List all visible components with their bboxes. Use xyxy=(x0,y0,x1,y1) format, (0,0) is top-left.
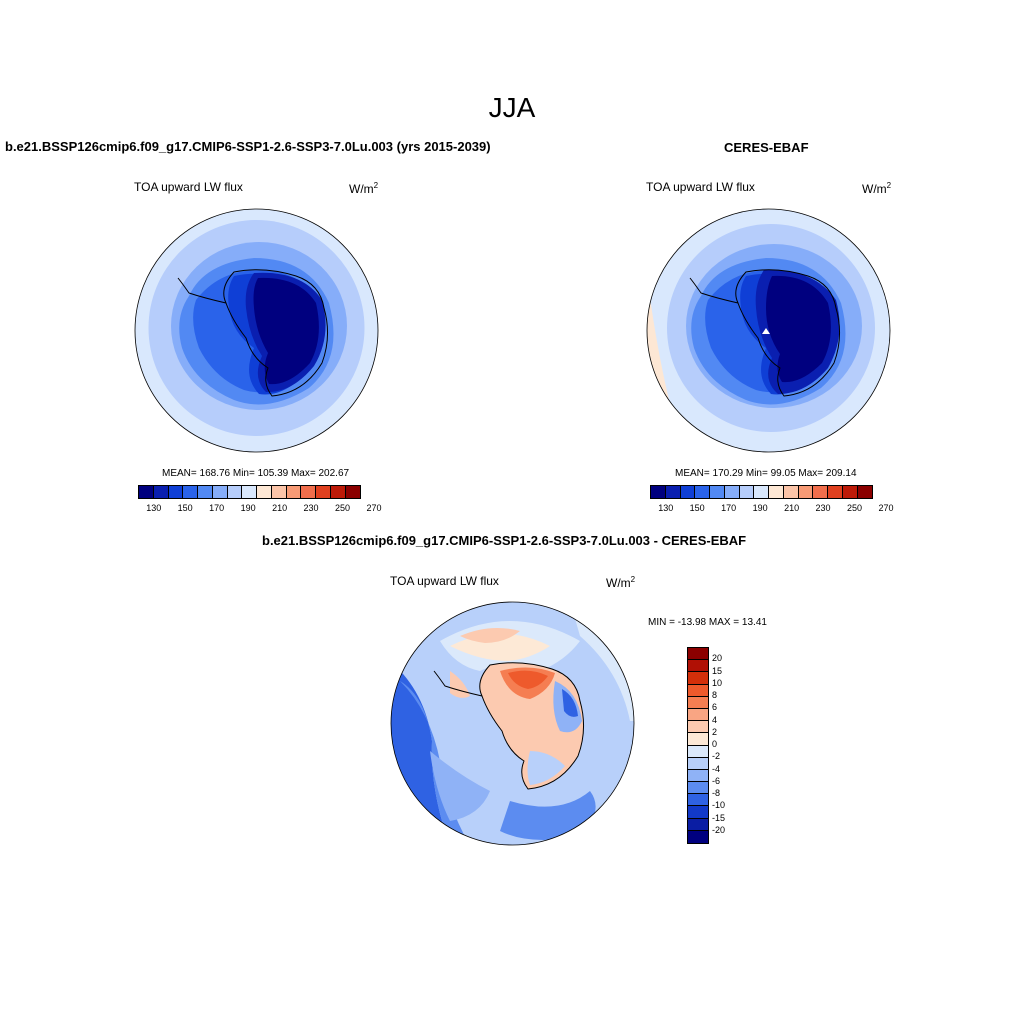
colorbar-tick-label: 230 xyxy=(815,503,831,513)
model-units-label: W/m2 xyxy=(349,181,379,196)
diff-panel-title: b.e21.BSSP126cmip6.f09_g17.CMIP6-SSP1-2.… xyxy=(262,533,747,548)
model-stats: MEAN= 168.76 Min= 105.39 Max= 202.67 xyxy=(162,468,350,479)
colorbar-swatch xyxy=(688,830,708,843)
colorbar-swatch xyxy=(710,486,725,498)
colorbar-swatch xyxy=(828,486,843,498)
obs-panel-title: CERES-EBAF xyxy=(724,140,809,155)
colorbar-swatch xyxy=(688,648,708,661)
colorbar-swatch xyxy=(798,486,814,498)
colorbar-swatch xyxy=(688,660,708,673)
colorbar-swatch xyxy=(316,486,331,498)
obs-variable-label: TOA upward LW flux xyxy=(646,180,755,194)
colorbar-swatch xyxy=(857,486,873,498)
model-colorbar xyxy=(138,485,362,499)
colorbar-tick-label: -20 xyxy=(712,824,726,835)
diff-colorbar-ticks: 20 15 10 8 6 4 2 0 -2 -4 -6 -8 -10 -15 -20 xyxy=(712,647,742,843)
colorbar-tick-label: -6 xyxy=(712,775,721,786)
colorbar-tick-label: -8 xyxy=(712,788,721,798)
colorbar-swatch xyxy=(688,721,708,734)
colorbar-swatch xyxy=(724,486,740,498)
colorbar-tick-label: 270 xyxy=(366,503,382,513)
colorbar-swatch xyxy=(271,486,287,498)
colorbar-tick-label: 8 xyxy=(712,690,718,700)
colorbar-tick-label: -4 xyxy=(712,763,721,774)
colorbar-tick-label: 2 xyxy=(712,726,718,737)
colorbar-swatch xyxy=(688,757,708,770)
colorbar-tick-label: 270 xyxy=(878,503,894,513)
colorbar-tick-label: 190 xyxy=(240,503,256,513)
colorbar-swatch xyxy=(688,818,708,831)
colorbar-swatch xyxy=(212,486,228,498)
model-panel-title: b.e21.BSSP126cmip6.f09_g17.CMIP6-SSP1-2.… xyxy=(5,139,491,154)
colorbar-swatch xyxy=(688,769,708,783)
colorbar-swatch xyxy=(665,486,681,498)
colorbar-tick-label: 150 xyxy=(177,503,193,513)
diff-units-label: W/m2 xyxy=(606,575,636,590)
colorbar-swatch xyxy=(688,672,708,685)
colorbar-swatch xyxy=(688,782,708,795)
model-variable-label: TOA upward LW flux xyxy=(134,180,243,194)
colorbar-swatch xyxy=(688,684,708,697)
model-colorbar-ticks: 130 150 170 190 210 230 250 270 xyxy=(138,503,381,515)
colorbar-swatch xyxy=(842,486,858,498)
colorbar-tick-label: 190 xyxy=(752,503,768,513)
colorbar-swatch xyxy=(257,486,272,498)
colorbar-swatch xyxy=(688,708,708,722)
model-polar-map xyxy=(134,208,379,453)
colorbar-tick-label: 210 xyxy=(272,503,288,513)
colorbar-tick-label: 6 xyxy=(712,702,718,713)
obs-colorbar xyxy=(650,485,874,499)
colorbar-swatch xyxy=(651,486,666,498)
diff-stats: MIN = -13.98 MAX = 13.41 xyxy=(648,617,767,628)
colorbar-tick-label: 250 xyxy=(335,503,351,513)
colorbar-swatch xyxy=(183,486,198,498)
colorbar-tick-label: 130 xyxy=(146,503,162,513)
colorbar-swatch xyxy=(688,745,708,758)
obs-polar-map xyxy=(646,208,891,453)
colorbar-swatch xyxy=(783,486,799,498)
obs-stats: MEAN= 170.29 Min= 99.05 Max= 209.14 xyxy=(675,468,857,479)
colorbar-tick-label: 15 xyxy=(712,665,723,676)
colorbar-swatch xyxy=(754,486,769,498)
colorbar-swatch xyxy=(688,794,708,807)
colorbar-swatch xyxy=(301,486,316,498)
colorbar-swatch xyxy=(688,733,708,746)
colorbar-tick-label: 170 xyxy=(721,503,737,513)
colorbar-tick-label: 250 xyxy=(847,503,863,513)
colorbar-swatch xyxy=(198,486,213,498)
colorbar-tick-label: 20 xyxy=(712,653,723,664)
colorbar-tick-label: -2 xyxy=(712,751,721,762)
colorbar-swatch xyxy=(688,696,708,709)
colorbar-swatch xyxy=(139,486,154,498)
colorbar-tick-label: 10 xyxy=(712,677,723,688)
colorbar-swatch xyxy=(286,486,302,498)
colorbar-swatch xyxy=(695,486,710,498)
colorbar-tick-label: -15 xyxy=(712,812,726,823)
colorbar-tick-label: 4 xyxy=(712,714,718,725)
colorbar-swatch xyxy=(168,486,184,498)
colorbar-swatch xyxy=(345,486,361,498)
colorbar-tick-label: 0 xyxy=(712,739,718,749)
diff-polar-map xyxy=(390,601,635,846)
colorbar-swatch xyxy=(813,486,828,498)
colorbar-swatch xyxy=(153,486,169,498)
colorbar-tick-label: 230 xyxy=(303,503,319,513)
colorbar-swatch xyxy=(688,806,708,819)
colorbar-swatch xyxy=(769,486,784,498)
colorbar-tick-label: 130 xyxy=(658,503,674,513)
colorbar-swatch xyxy=(242,486,257,498)
colorbar-swatch xyxy=(227,486,243,498)
colorbar-tick-label: -10 xyxy=(712,800,726,811)
obs-colorbar-ticks: 130 150 170 190 210 230 250 270 xyxy=(650,503,893,515)
diff-colorbar xyxy=(687,647,709,844)
colorbar-swatch xyxy=(739,486,755,498)
diff-variable-label: TOA upward LW flux xyxy=(390,574,499,588)
colorbar-tick-label: 210 xyxy=(784,503,800,513)
figure-title: JJA xyxy=(488,92,536,123)
colorbar-swatch xyxy=(330,486,346,498)
colorbar-tick-label: 170 xyxy=(209,503,225,513)
colorbar-swatch xyxy=(680,486,696,498)
obs-units-label: W/m2 xyxy=(862,181,892,196)
colorbar-tick-label: 150 xyxy=(689,503,705,513)
